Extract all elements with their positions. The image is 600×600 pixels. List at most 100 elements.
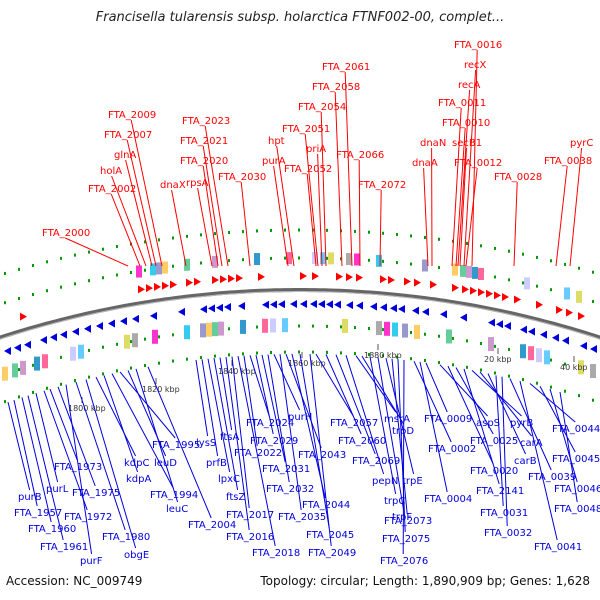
reverse-gene-arrow (300, 300, 307, 308)
reverse-gene-arrow (390, 304, 397, 313)
top-gene-label: dnaX (160, 180, 186, 191)
bottom-gene-label: aspS (476, 418, 500, 429)
track-dot (396, 232, 398, 236)
forward-feature-block (422, 259, 428, 272)
track-dot (550, 385, 552, 389)
bottom-gene-label: prfB (206, 458, 227, 469)
bottom-gene-label: FTA_0044 (552, 424, 600, 435)
track-dot (172, 236, 174, 240)
top-gene-label: FTA_2021 (180, 136, 228, 147)
top-gene-label: FTA_2030 (218, 172, 266, 183)
reverse-feature-block (392, 322, 398, 337)
track-dot (354, 229, 356, 233)
forward-gene-arrow (170, 280, 177, 289)
top-gene-label: hpt (268, 136, 285, 147)
track-dot (46, 289, 48, 293)
bottom-gene-label: carB (514, 456, 537, 467)
bottom-gene-label: FTA_1961 (40, 542, 88, 553)
bottom-gene-leader (279, 354, 302, 511)
track-dot (88, 348, 90, 352)
bottom-gene-label: FTA_2022 (234, 448, 282, 459)
bottom-gene-label: FTA_2031 (262, 464, 310, 475)
track-dot (382, 354, 384, 358)
reverse-feature-block (402, 323, 408, 338)
backbone-arc (0, 288, 600, 340)
bottom-gene-label: FTA_2032 (266, 484, 314, 495)
reverse-gene-arrow (216, 303, 223, 312)
forward-gene-arrow (578, 312, 585, 321)
forward-gene-arrow (138, 285, 145, 294)
bottom-gene-label: lpxC (218, 474, 240, 485)
reverse-feature-block (270, 318, 276, 333)
track-dot (438, 361, 440, 365)
bottom-gene-leader (385, 357, 415, 475)
top-gene-leader (240, 181, 251, 267)
bottom-gene-label: FTA_0046 (554, 484, 600, 495)
bottom-gene-label: FTA_0041 (534, 542, 582, 553)
reverse-feature-block (152, 329, 158, 344)
top-gene-label: FTA_2002 (88, 184, 136, 195)
top-gene-label: recX (464, 60, 487, 71)
track-dot (466, 339, 468, 343)
track-dot (438, 334, 440, 338)
top-gene-leader (465, 167, 478, 267)
top-gene-label: FTA_2007 (104, 130, 152, 141)
track-dot (256, 351, 258, 355)
bottom-gene-label: FTA_2049 (308, 548, 356, 559)
bottom-gene-label: lysS (196, 438, 216, 449)
bottom-gene-leader (455, 367, 494, 435)
top-gene-leader (306, 173, 317, 267)
bottom-gene-label: FTA_1980 (102, 532, 150, 543)
track-dot (396, 261, 398, 265)
track-dot (494, 275, 496, 279)
top-gene-leader (125, 159, 153, 267)
reverse-feature-block (34, 356, 40, 371)
reverse-gene-arrow (496, 320, 503, 329)
track-dot (102, 372, 104, 376)
bottom-gene-leader (361, 355, 405, 425)
track-dot (74, 282, 76, 286)
top-gene-label: FTA_2061 (322, 62, 370, 73)
track-dot (424, 359, 426, 363)
bottom-gene-leader (549, 388, 578, 483)
bottom-gene-leader (255, 354, 274, 435)
track-dot (326, 256, 328, 260)
track-dot (256, 325, 258, 329)
bottom-gene-leader (35, 393, 59, 483)
reverse-gene-arrow (40, 336, 47, 345)
top-gene-label: FTA_0016 (454, 40, 502, 51)
bottom-gene-label: FTA_1975 (72, 488, 120, 499)
bottom-gene-leader (285, 353, 322, 449)
track-dot (144, 337, 146, 341)
track-dot (32, 263, 34, 267)
forward-feature-block (354, 253, 360, 266)
track-dot (200, 261, 202, 265)
track-dot (340, 325, 342, 329)
track-dot (228, 353, 230, 357)
bottom-gene-label: FTA_1994 (150, 490, 198, 501)
track-dot (60, 355, 62, 359)
track-dot (298, 228, 300, 232)
bottom-gene-leader (261, 354, 286, 463)
track-dot (102, 276, 104, 280)
bottom-gene-label: trpE (402, 476, 423, 487)
bottom-gene-label: kdpA (126, 474, 151, 485)
reverse-gene-arrow (224, 303, 231, 312)
forward-feature-block (472, 266, 478, 279)
top-gene-leader (64, 237, 129, 267)
bottom-gene-leader (95, 376, 137, 457)
reverse-feature-block (70, 346, 76, 361)
track-dot (32, 363, 34, 367)
reverse-gene-arrow (24, 340, 31, 349)
forward-gene-arrow (486, 289, 493, 298)
forward-gene-arrow (566, 308, 573, 317)
track-dot (270, 350, 272, 354)
reverse-feature-block (446, 329, 452, 344)
track-dot (452, 363, 454, 367)
bottom-gene-label: FTA_2073 (384, 516, 432, 527)
forward-gene-arrow (236, 274, 243, 283)
track-dot (312, 324, 314, 328)
track-dot (508, 278, 510, 282)
track-dot (270, 228, 272, 232)
